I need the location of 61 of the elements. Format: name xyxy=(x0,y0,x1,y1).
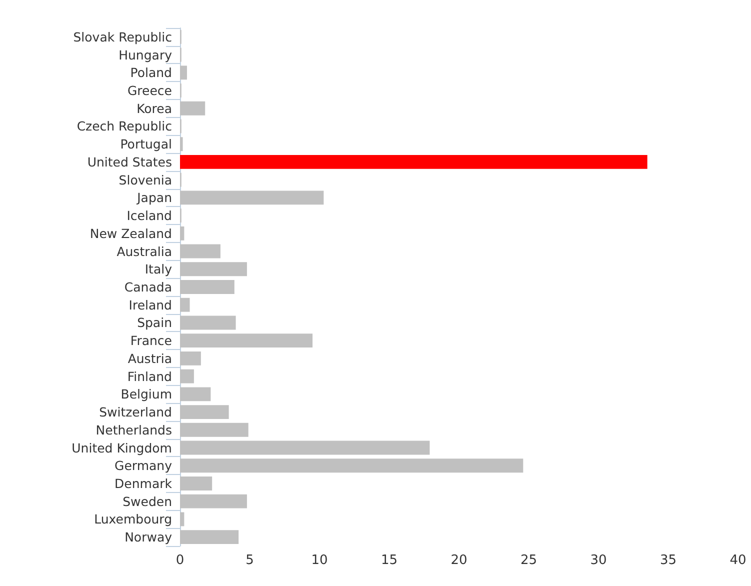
bar xyxy=(180,155,648,169)
bar xyxy=(180,530,239,544)
bar xyxy=(180,316,236,330)
y-tick-label: Hungary xyxy=(118,47,173,62)
x-tick-label: 20 xyxy=(450,553,468,568)
y-tick-label: United States xyxy=(87,154,172,170)
bar xyxy=(180,262,247,276)
x-tick-label: 10 xyxy=(311,553,328,568)
y-tick-label: France xyxy=(130,333,172,348)
bar xyxy=(180,244,220,258)
y-tick-label: Ireland xyxy=(128,297,172,312)
y-tick-label: Norway xyxy=(124,530,173,545)
y-tick-label: Sweden xyxy=(122,494,172,509)
y-tick-label: Denmark xyxy=(114,476,173,491)
bar xyxy=(180,101,206,116)
bar xyxy=(180,298,190,312)
y-tick-label: Greece xyxy=(128,83,172,98)
x-tick-label: 15 xyxy=(380,553,398,568)
x-tick-label: 35 xyxy=(660,553,677,568)
bar xyxy=(180,476,212,490)
y-tick-label: Spain xyxy=(137,315,172,330)
y-tick-label: Korea xyxy=(136,100,172,116)
bar xyxy=(180,512,184,526)
y-tick-label: Japan xyxy=(136,190,172,206)
bar xyxy=(180,66,187,80)
bar xyxy=(180,334,313,348)
x-tick-label: 5 xyxy=(246,553,254,568)
y-tick-label: Slovenia xyxy=(118,172,172,188)
y-tick-label: United Kingdom xyxy=(72,440,172,456)
x-tick-label: 0 xyxy=(176,553,184,568)
y-tick-label: New Zealand xyxy=(90,226,172,241)
y-tick-label: Czech Republic xyxy=(76,118,172,134)
bar xyxy=(180,422,248,437)
bar xyxy=(180,190,324,205)
bar xyxy=(180,494,247,508)
x-tick-label: 30 xyxy=(590,553,607,568)
y-tick-label: Belgium xyxy=(120,386,172,402)
y-tick-label: Netherlands xyxy=(96,422,172,438)
y-tick-label: Iceland xyxy=(126,208,172,224)
bar xyxy=(180,351,201,366)
bar xyxy=(180,137,183,152)
y-tick-label: Slovak Republic xyxy=(73,29,172,44)
bar xyxy=(180,369,194,384)
x-tick-label: 40 xyxy=(730,553,746,568)
y-tick-label: Portugal xyxy=(120,136,172,152)
y-tick-label: Australia xyxy=(116,244,172,259)
y-tick-label: Switzerland xyxy=(99,404,172,420)
bar xyxy=(180,458,524,473)
y-tick-label: Austria xyxy=(128,350,172,366)
y-tick-label: Poland xyxy=(130,65,172,80)
y-tick-label: Luxembourg xyxy=(94,512,172,527)
y-tick-label: Italy xyxy=(144,262,173,277)
bar xyxy=(180,226,184,240)
y-tick-label: Germany xyxy=(114,458,173,474)
bar xyxy=(180,405,229,419)
bar xyxy=(180,280,234,294)
x-tick-label: 25 xyxy=(520,553,538,568)
bar xyxy=(180,440,430,455)
y-tick-label: Finland xyxy=(127,368,172,384)
y-tick-label: Canada xyxy=(124,280,172,294)
bar xyxy=(180,387,211,402)
